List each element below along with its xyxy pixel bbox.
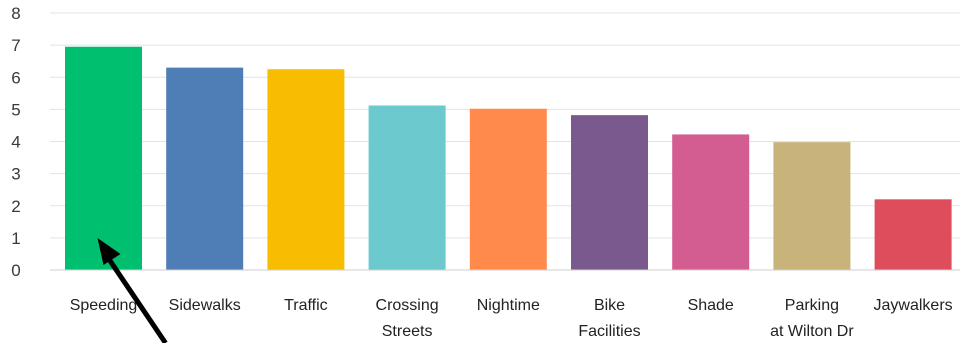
bar — [469, 108, 547, 270]
y-axis-ticks: 0 1 2 3 4 5 6 7 8 — [11, 4, 20, 280]
y-tick-label: 0 — [11, 261, 20, 280]
x-tick-label: Bike — [594, 297, 625, 314]
bar — [65, 46, 142, 271]
x-tick-label: Speeding — [70, 297, 138, 314]
bar — [368, 105, 446, 271]
y-tick-label: 8 — [11, 4, 20, 23]
y-tick-label: 6 — [11, 68, 20, 87]
y-tick-label: 2 — [11, 197, 20, 216]
x-tick-label: Nightime — [477, 297, 540, 314]
bar — [166, 67, 244, 270]
y-tick-label: 5 — [11, 100, 20, 119]
x-tick-label: Shade — [688, 297, 734, 314]
x-tick-label: Facilities — [578, 323, 640, 340]
x-tick-label: Jaywalkers — [874, 297, 953, 314]
y-tick-label: 1 — [11, 229, 20, 248]
x-axis-labels: Speeding Sidewalks Traffic Crossing Streets N… — [70, 297, 953, 340]
annotation-arrow — [97, 238, 168, 343]
bar — [773, 142, 851, 270]
bar — [267, 69, 345, 270]
x-tick-label: Crossing — [376, 297, 439, 314]
x-tick-label: Sidewalks — [169, 297, 241, 314]
x-tick-label: Parking — [785, 297, 839, 314]
bar — [571, 115, 648, 270]
y-tick-label: 4 — [11, 133, 20, 152]
x-tick-label: at Wilton Dr — [770, 323, 854, 340]
x-tick-label: Traffic — [284, 297, 328, 314]
bar — [874, 199, 952, 270]
y-tick-label: 3 — [11, 165, 20, 184]
arrow-head — [97, 238, 121, 265]
bar — [672, 134, 750, 270]
bars — [65, 46, 952, 271]
y-tick-label: 7 — [11, 36, 20, 55]
x-tick-label: Streets — [382, 323, 433, 340]
arrow-shaft — [103, 252, 168, 343]
